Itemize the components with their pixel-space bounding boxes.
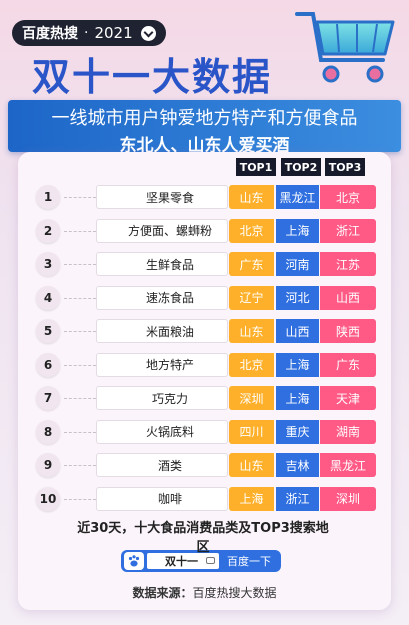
top2-region: 上海	[276, 218, 319, 243]
row-divider	[64, 398, 96, 399]
table-row: 2 方便面、螺蛳粉 北京 上海 浙江	[36, 218, 378, 243]
top2-region: 山西	[276, 319, 319, 343]
top2-region: 上海	[276, 352, 319, 377]
row-divider	[64, 297, 96, 299]
top3-region: 深圳	[320, 486, 376, 511]
table-row: 7 巧克力 深圳 上海 天津	[36, 386, 378, 410]
camera-icon[interactable]	[206, 557, 215, 564]
table-row: 3 生鲜食品 广东 河南 江苏	[36, 252, 378, 276]
top3-region: 浙江	[320, 218, 376, 243]
row-divider	[64, 331, 96, 332]
top1-region: 北京	[229, 352, 274, 377]
category-cell: 地方特产	[96, 352, 228, 377]
row-divider	[64, 264, 96, 265]
subtitle-line-2: 东北人、山东人爱买酒	[119, 136, 290, 156]
top2-region: 黑龙江	[276, 185, 319, 209]
shopping-cart-icon	[295, 12, 395, 83]
table-row: 10 咖啡 上海 浙江 深圳	[36, 486, 378, 511]
category-cell: 坚果零食	[96, 185, 228, 209]
top2-region: 浙江	[276, 486, 319, 511]
row-divider	[64, 465, 96, 466]
baidu-paw-icon	[124, 552, 144, 570]
footnote: 近30天，十大食品消费品类及TOP3搜索地区	[72, 517, 334, 555]
category-cell: 生鲜食品	[96, 252, 228, 276]
row-divider	[64, 364, 96, 366]
data-source: 数据来源：百度热搜大数据	[0, 584, 409, 601]
table-row: 1 坚果零食 山东 黑龙江 北京	[36, 185, 378, 209]
top1-region: 四川	[229, 419, 274, 444]
top3-region: 陕西	[320, 319, 376, 343]
rank-badge: 5	[36, 319, 60, 343]
table-row: 9 酒类 山东 吉林 黑龙江	[36, 453, 378, 477]
table-row: 6 地方特产 北京 上海 广东	[36, 352, 378, 377]
top1-region: 北京	[229, 218, 274, 243]
top2-region: 上海	[276, 386, 319, 410]
category-cell: 火锅底料	[96, 419, 228, 444]
rank-badge: 10	[36, 486, 60, 511]
column-header-top3: TOP3	[325, 158, 365, 176]
rank-badge: 2	[36, 218, 60, 243]
table-row: 5 米面粮油 山东 山西 陕西	[36, 319, 378, 343]
chevron-down-icon	[140, 25, 156, 41]
rank-badge: 3	[36, 252, 60, 276]
top3-region: 北京	[320, 185, 376, 209]
top1-region: 辽宁	[229, 285, 274, 310]
column-header-top1: TOP1	[236, 158, 276, 176]
rank-badge: 8	[36, 419, 60, 444]
search-bar[interactable]: 双十一 百度一下	[121, 550, 281, 572]
footnote-text: 近30天，十大食品消费品类及TOP3搜索地区	[77, 521, 329, 555]
category-cell: 米面粮油	[96, 319, 228, 343]
top2-region: 吉林	[276, 453, 319, 477]
category-cell: 速冻食品	[96, 285, 228, 310]
rank-badge: 4	[36, 285, 60, 310]
top3-region: 山西	[320, 285, 376, 310]
table-row: 4 速冻食品 辽宁 河北 山西	[36, 285, 378, 310]
brand-separator: ·	[84, 25, 89, 41]
column-header-top2: TOP2	[281, 158, 321, 176]
brand-year: 2021	[94, 24, 133, 42]
top1-region: 深圳	[229, 386, 274, 410]
brand-badge: 百度热搜 · 2021	[12, 20, 166, 46]
subtitle-line-1: 一线城市用户钟爱地方特产和方便食品	[51, 108, 358, 129]
top2-region: 河北	[276, 285, 319, 310]
row-divider	[64, 498, 96, 500]
row-divider	[64, 230, 96, 232]
top1-region: 山东	[229, 453, 274, 477]
category-cell: 方便面、螺蛳粉	[96, 218, 228, 243]
rank-badge: 7	[36, 386, 60, 410]
top3-region: 天津	[320, 386, 376, 410]
category-cell: 咖啡	[96, 486, 228, 511]
search-query: 双十一	[165, 555, 198, 568]
search-input[interactable]: 双十一	[147, 553, 219, 569]
top2-region: 重庆	[276, 419, 319, 444]
top2-region: 河南	[276, 252, 319, 276]
rank-badge: 9	[36, 453, 60, 477]
rank-badge: 1	[36, 185, 60, 209]
top3-region: 湖南	[320, 419, 376, 444]
top1-region: 山东	[229, 319, 274, 343]
source-label: 数据来源：	[132, 586, 193, 600]
search-button[interactable]: 百度一下	[227, 555, 271, 568]
brand-name: 百度热搜	[22, 26, 78, 42]
rank-badge: 6	[36, 352, 60, 377]
table-row: 8 火锅底料 四川 重庆 湖南	[36, 419, 378, 444]
category-cell: 巧克力	[96, 386, 228, 410]
page-title: 双十一大数据	[32, 55, 273, 99]
top1-region: 上海	[229, 486, 274, 511]
top3-region: 江苏	[320, 252, 376, 276]
subtitle-banner: 一线城市用户钟爱地方特产和方便食品 东北人、山东人爱买酒	[8, 100, 401, 156]
top3-region: 广东	[320, 352, 376, 377]
row-divider	[64, 197, 96, 198]
top1-region: 广东	[229, 252, 274, 276]
top1-region: 山东	[229, 185, 274, 209]
source-value: 百度热搜大数据	[192, 586, 277, 600]
top3-region: 黑龙江	[320, 453, 376, 477]
row-divider	[64, 431, 96, 433]
category-cell: 酒类	[96, 453, 228, 477]
